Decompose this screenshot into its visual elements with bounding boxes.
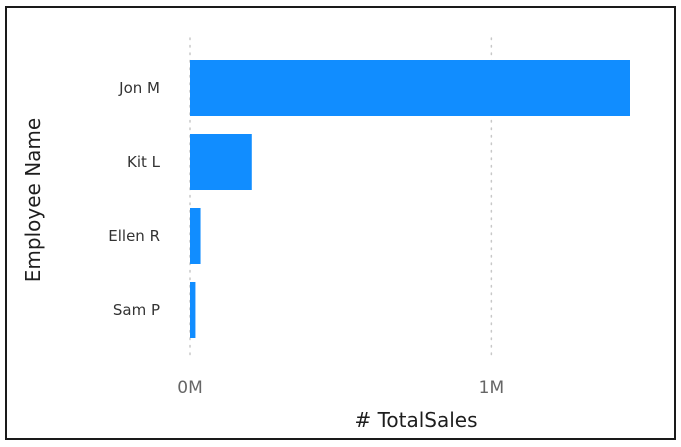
x-tick-label-0: 0M [177,378,202,398]
bar-jon-m[interactable] [190,60,630,116]
x-axis-title: # TotalSales [354,408,477,432]
category-labels: Jon M Kit L Ellen R Sam P [108,79,160,319]
y-axis-title: Employee Name [21,118,45,282]
category-label-sam-p: Sam P [113,301,160,319]
x-tick-labels: 0M 1M [177,378,504,398]
category-label-kit-l: Kit L [127,153,161,171]
category-label-ellen-r: Ellen R [108,227,160,245]
bar-sam-p[interactable] [190,282,196,338]
bar-kit-l[interactable] [190,134,252,190]
bars [190,60,630,338]
category-label-jon-m: Jon M [118,79,160,97]
bar-ellen-r[interactable] [190,208,201,264]
x-tick-label-1: 1M [479,378,504,398]
